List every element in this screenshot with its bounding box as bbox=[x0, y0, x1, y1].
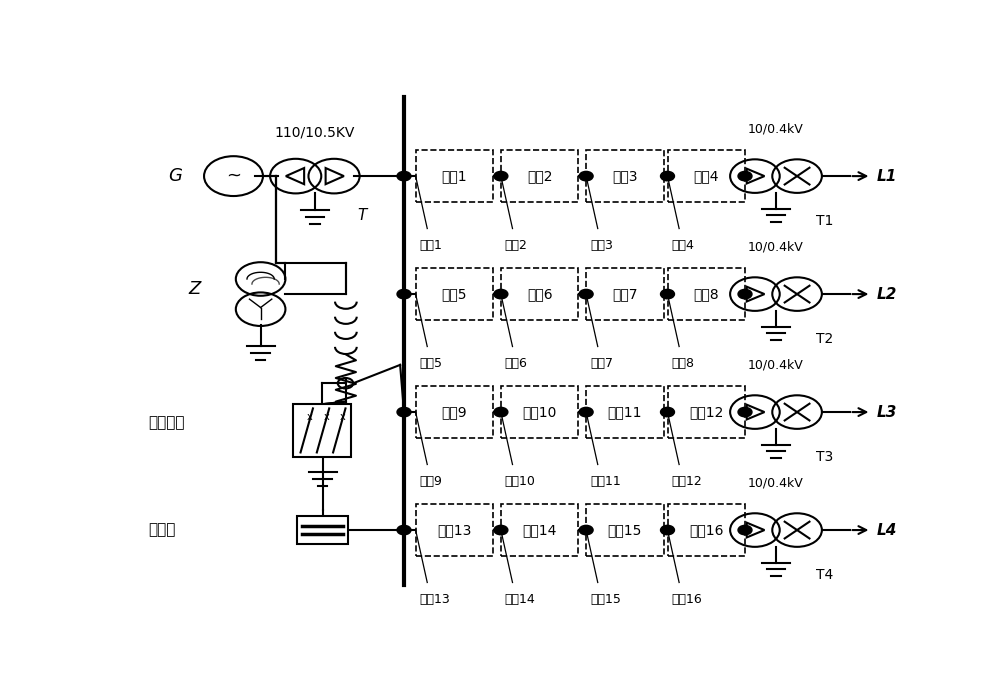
Text: 测点3: 测点3 bbox=[590, 239, 613, 252]
Text: T: T bbox=[358, 208, 367, 223]
Circle shape bbox=[738, 289, 752, 299]
Bar bbox=[416, 504, 493, 556]
Bar bbox=[297, 516, 348, 545]
Text: 快速开关: 快速开关 bbox=[148, 415, 185, 430]
Text: 区杉6: 区杉6 bbox=[527, 287, 552, 301]
Text: 10/0.4kV: 10/0.4kV bbox=[748, 477, 804, 490]
Bar bbox=[416, 386, 493, 439]
Text: 区杉10: 区杉10 bbox=[522, 405, 557, 419]
Circle shape bbox=[661, 289, 674, 299]
Circle shape bbox=[738, 525, 752, 535]
Text: Z: Z bbox=[189, 280, 201, 298]
Bar bbox=[586, 150, 664, 202]
Text: 测点16: 测点16 bbox=[671, 593, 702, 606]
Circle shape bbox=[494, 289, 508, 299]
Circle shape bbox=[397, 289, 411, 299]
Circle shape bbox=[661, 172, 674, 181]
Bar bbox=[501, 386, 578, 439]
Circle shape bbox=[579, 525, 593, 535]
Text: T3: T3 bbox=[816, 450, 834, 464]
Bar bbox=[501, 504, 578, 556]
Text: x: x bbox=[307, 412, 313, 422]
Text: 区杉1: 区杉1 bbox=[442, 169, 467, 183]
Bar bbox=[586, 386, 664, 439]
Circle shape bbox=[738, 172, 752, 181]
Text: 测点10: 测点10 bbox=[505, 475, 536, 488]
Bar bbox=[501, 268, 578, 320]
Circle shape bbox=[579, 407, 593, 417]
Text: 区杉15: 区杉15 bbox=[608, 523, 642, 537]
Text: 测点14: 测点14 bbox=[505, 593, 536, 606]
Bar bbox=[668, 268, 745, 320]
Bar bbox=[668, 150, 745, 202]
Text: 测点12: 测点12 bbox=[671, 475, 702, 488]
Text: 测点2: 测点2 bbox=[505, 239, 528, 252]
Text: 区杉7: 区杉7 bbox=[612, 287, 638, 301]
Text: 测点11: 测点11 bbox=[590, 475, 621, 488]
Text: 110/10.5KV: 110/10.5KV bbox=[275, 125, 355, 140]
Text: 测点6: 测点6 bbox=[505, 357, 528, 370]
Text: T4: T4 bbox=[816, 568, 834, 582]
Text: 区杉2: 区杉2 bbox=[527, 169, 552, 183]
Text: 区杉12: 区杉12 bbox=[689, 405, 723, 419]
Circle shape bbox=[397, 525, 411, 535]
Text: 区杉9: 区杉9 bbox=[442, 405, 467, 419]
Text: x: x bbox=[323, 412, 329, 422]
Text: L1: L1 bbox=[877, 169, 897, 184]
Text: G: G bbox=[168, 167, 182, 185]
Text: 区杉13: 区杉13 bbox=[437, 523, 472, 537]
Bar bbox=[586, 504, 664, 556]
Circle shape bbox=[494, 525, 508, 535]
Bar bbox=[416, 268, 493, 320]
Circle shape bbox=[661, 525, 674, 535]
Text: 区杉16: 区杉16 bbox=[689, 523, 724, 537]
Bar bbox=[586, 268, 664, 320]
Text: 10/0.4kV: 10/0.4kV bbox=[748, 240, 804, 254]
Circle shape bbox=[494, 172, 508, 181]
Text: L2: L2 bbox=[877, 287, 897, 302]
Text: 测点8: 测点8 bbox=[671, 357, 694, 370]
Text: 区杉4: 区杉4 bbox=[694, 169, 719, 183]
Text: ~: ~ bbox=[226, 166, 241, 184]
Circle shape bbox=[579, 289, 593, 299]
Text: 测点7: 测点7 bbox=[590, 357, 613, 370]
Bar bbox=[416, 150, 493, 202]
Bar bbox=[668, 386, 745, 439]
Bar bbox=[501, 150, 578, 202]
Circle shape bbox=[579, 172, 593, 181]
Text: 区杉3: 区杉3 bbox=[612, 169, 638, 183]
Circle shape bbox=[397, 407, 411, 417]
Circle shape bbox=[738, 407, 752, 417]
Text: L4: L4 bbox=[877, 522, 897, 537]
Text: 10/0.4kV: 10/0.4kV bbox=[748, 123, 804, 136]
Text: 测点13: 测点13 bbox=[420, 593, 450, 606]
Text: 区杉5: 区杉5 bbox=[442, 287, 467, 301]
Text: 区杉8: 区杉8 bbox=[693, 287, 719, 301]
Circle shape bbox=[661, 407, 674, 417]
Text: 区杉11: 区杉11 bbox=[608, 405, 642, 419]
Text: 测点15: 测点15 bbox=[590, 593, 621, 606]
Text: x: x bbox=[340, 412, 345, 422]
Text: 电容器: 电容器 bbox=[148, 522, 176, 537]
Bar bbox=[668, 504, 745, 556]
Text: 测点9: 测点9 bbox=[420, 475, 442, 488]
Text: 测点5: 测点5 bbox=[420, 357, 442, 370]
Text: T2: T2 bbox=[816, 332, 834, 346]
Circle shape bbox=[397, 172, 411, 181]
Text: 测点4: 测点4 bbox=[671, 239, 694, 252]
Text: T1: T1 bbox=[816, 214, 834, 228]
Text: 10/0.4kV: 10/0.4kV bbox=[748, 359, 804, 372]
Bar bbox=[293, 405, 351, 457]
Circle shape bbox=[494, 407, 508, 417]
Text: 测点1: 测点1 bbox=[420, 239, 442, 252]
Text: 区杉14: 区杉14 bbox=[522, 523, 557, 537]
Text: L3: L3 bbox=[877, 405, 897, 419]
